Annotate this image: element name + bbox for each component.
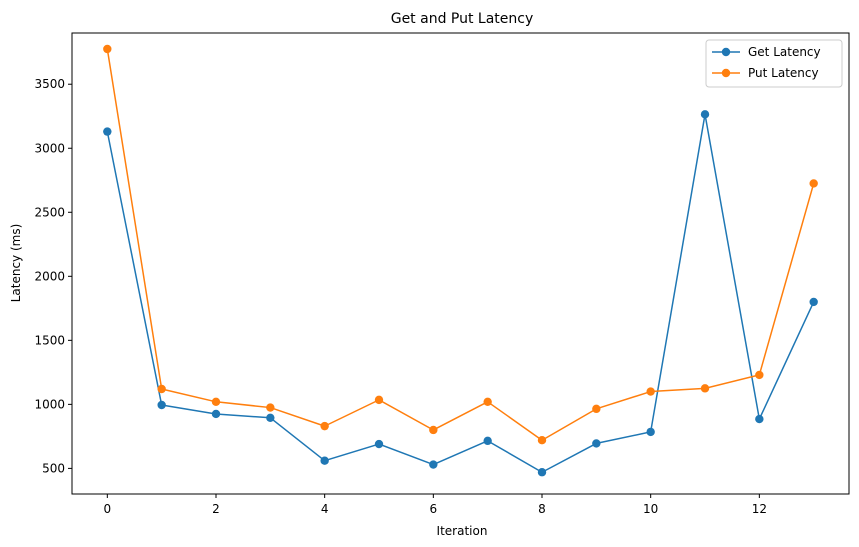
y-tick-label: 1000: [34, 397, 65, 411]
chart-title: Get and Put Latency: [391, 11, 534, 27]
legend-marker: [721, 68, 731, 78]
x-axis-label: Iteration: [437, 524, 488, 538]
series-put-latency: [103, 44, 818, 445]
data-point-put-latency: [646, 387, 655, 396]
data-point-put-latency: [429, 425, 438, 435]
data-point-get-latency: [755, 414, 764, 424]
x-tick-label: 0: [103, 502, 111, 516]
data-point-put-latency: [374, 395, 384, 405]
y-tick-label: 1500: [34, 333, 65, 347]
data-point-put-latency: [211, 397, 221, 406]
y-tick-label: 3500: [34, 77, 65, 91]
y-tick-label: 500: [42, 461, 65, 475]
y-axis-label: Latency (ms): [9, 224, 23, 303]
data-point-get-latency: [646, 427, 655, 437]
data-point-put-latency: [483, 397, 492, 406]
series-get-latency: [103, 110, 818, 477]
legend-marker: [721, 47, 731, 57]
data-point-get-latency: [592, 439, 601, 448]
data-point-get-latency: [103, 127, 112, 136]
data-point-get-latency: [374, 439, 384, 449]
y-axis: 500 1000 1500 2000 2500 3000 3500: [34, 77, 72, 475]
data-point-put-latency: [103, 44, 112, 54]
y-tick-label: 3000: [34, 141, 65, 155]
data-point-put-latency: [809, 179, 818, 188]
plot-frame: [71, 32, 850, 495]
series-line-get-latency: [106, 113, 815, 473]
data-point-get-latency: [266, 413, 275, 423]
data-point-get-latency: [320, 456, 329, 465]
data-point-put-latency: [157, 384, 166, 394]
x-tick-label: 6: [430, 502, 438, 516]
data-point-put-latency: [592, 404, 601, 414]
data-point-put-latency: [755, 370, 764, 380]
legend-item: Get Latency: [712, 45, 821, 59]
data-point-get-latency: [809, 297, 818, 307]
x-tick-label: 8: [538, 502, 546, 516]
data-point-get-latency: [211, 409, 221, 419]
legend-item: Put Latency: [712, 66, 819, 80]
data-point-get-latency: [700, 110, 710, 119]
series-line-put-latency: [106, 48, 815, 441]
y-tick-label: 2500: [34, 205, 65, 219]
x-tick-label: 2: [212, 502, 220, 516]
x-tick-label: 4: [321, 502, 329, 516]
data-point-get-latency: [537, 468, 547, 477]
data-point-put-latency: [700, 384, 710, 393]
data-point-put-latency: [537, 436, 547, 445]
data-point-get-latency: [483, 436, 492, 446]
y-tick-label: 2000: [34, 269, 65, 283]
series-layer: [103, 44, 818, 477]
legend: Get Latency Put Latency: [705, 39, 843, 88]
x-tick-label: 12: [752, 502, 767, 516]
data-point-put-latency: [320, 421, 329, 431]
legend-label: Get Latency: [748, 45, 821, 59]
legend-label: Put Latency: [748, 66, 819, 80]
x-axis: 0 2 4 6 8 10 12: [103, 494, 767, 516]
plot-area: [72, 33, 849, 494]
data-point-get-latency: [429, 460, 438, 469]
data-point-put-latency: [266, 403, 275, 412]
data-point-get-latency: [157, 400, 166, 410]
x-tick-label: 10: [643, 502, 658, 516]
